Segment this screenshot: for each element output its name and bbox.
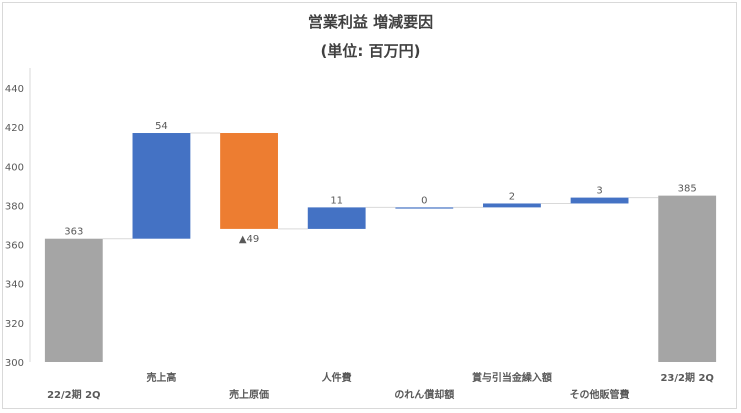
y-tick-label: 420 (5, 123, 24, 134)
bar-decrease (220, 133, 278, 229)
y-tick-label: 360 (5, 241, 24, 252)
category-label: その他販管費 (570, 388, 630, 401)
y-tick-label: 320 (5, 319, 24, 330)
category-label: 売上原価 (229, 388, 269, 401)
bar-increase (132, 133, 191, 239)
category-label: 23/2期 2Q (660, 371, 713, 384)
connectors (102, 132, 659, 240)
data-label: 363 (64, 227, 83, 238)
chart-title: 営業利益 増減要因 (307, 13, 434, 31)
data-labels: 363 54 ▲49 11 0 2 3 385 (64, 121, 696, 245)
chart-subtitle: (単位: 百万円) (320, 42, 421, 60)
category-label: 賞与引当金繰入額 (472, 371, 552, 384)
category-label: のれん償却額 (394, 388, 454, 401)
bar-increase (570, 197, 629, 204)
data-label: 2 (509, 191, 515, 202)
y-axis: 300 320 340 360 380 400 420 440 (5, 68, 31, 369)
y-tick-label: 400 (5, 162, 24, 173)
bar-increase (483, 203, 541, 208)
category-label: 人件費 (322, 371, 352, 384)
data-label: 3 (596, 186, 602, 197)
bar-increase (307, 207, 366, 229)
data-label: 11 (330, 195, 343, 206)
data-label: 385 (678, 184, 697, 195)
chart-frame (2, 2, 737, 409)
bar-increase (395, 207, 454, 209)
data-label: 54 (155, 121, 168, 132)
y-tick-label: 440 (5, 84, 24, 95)
data-label: 0 (421, 195, 427, 206)
y-tick-label: 300 (5, 358, 24, 369)
bar-total (44, 238, 103, 362)
bar-total (658, 195, 717, 362)
y-tick-label: 380 (5, 201, 24, 212)
data-label: ▲49 (239, 234, 259, 245)
category-label: 売上高 (146, 371, 176, 384)
y-tick-label: 340 (5, 280, 24, 291)
bars (44, 133, 717, 362)
category-label: 22/2期 2Q (47, 388, 100, 401)
